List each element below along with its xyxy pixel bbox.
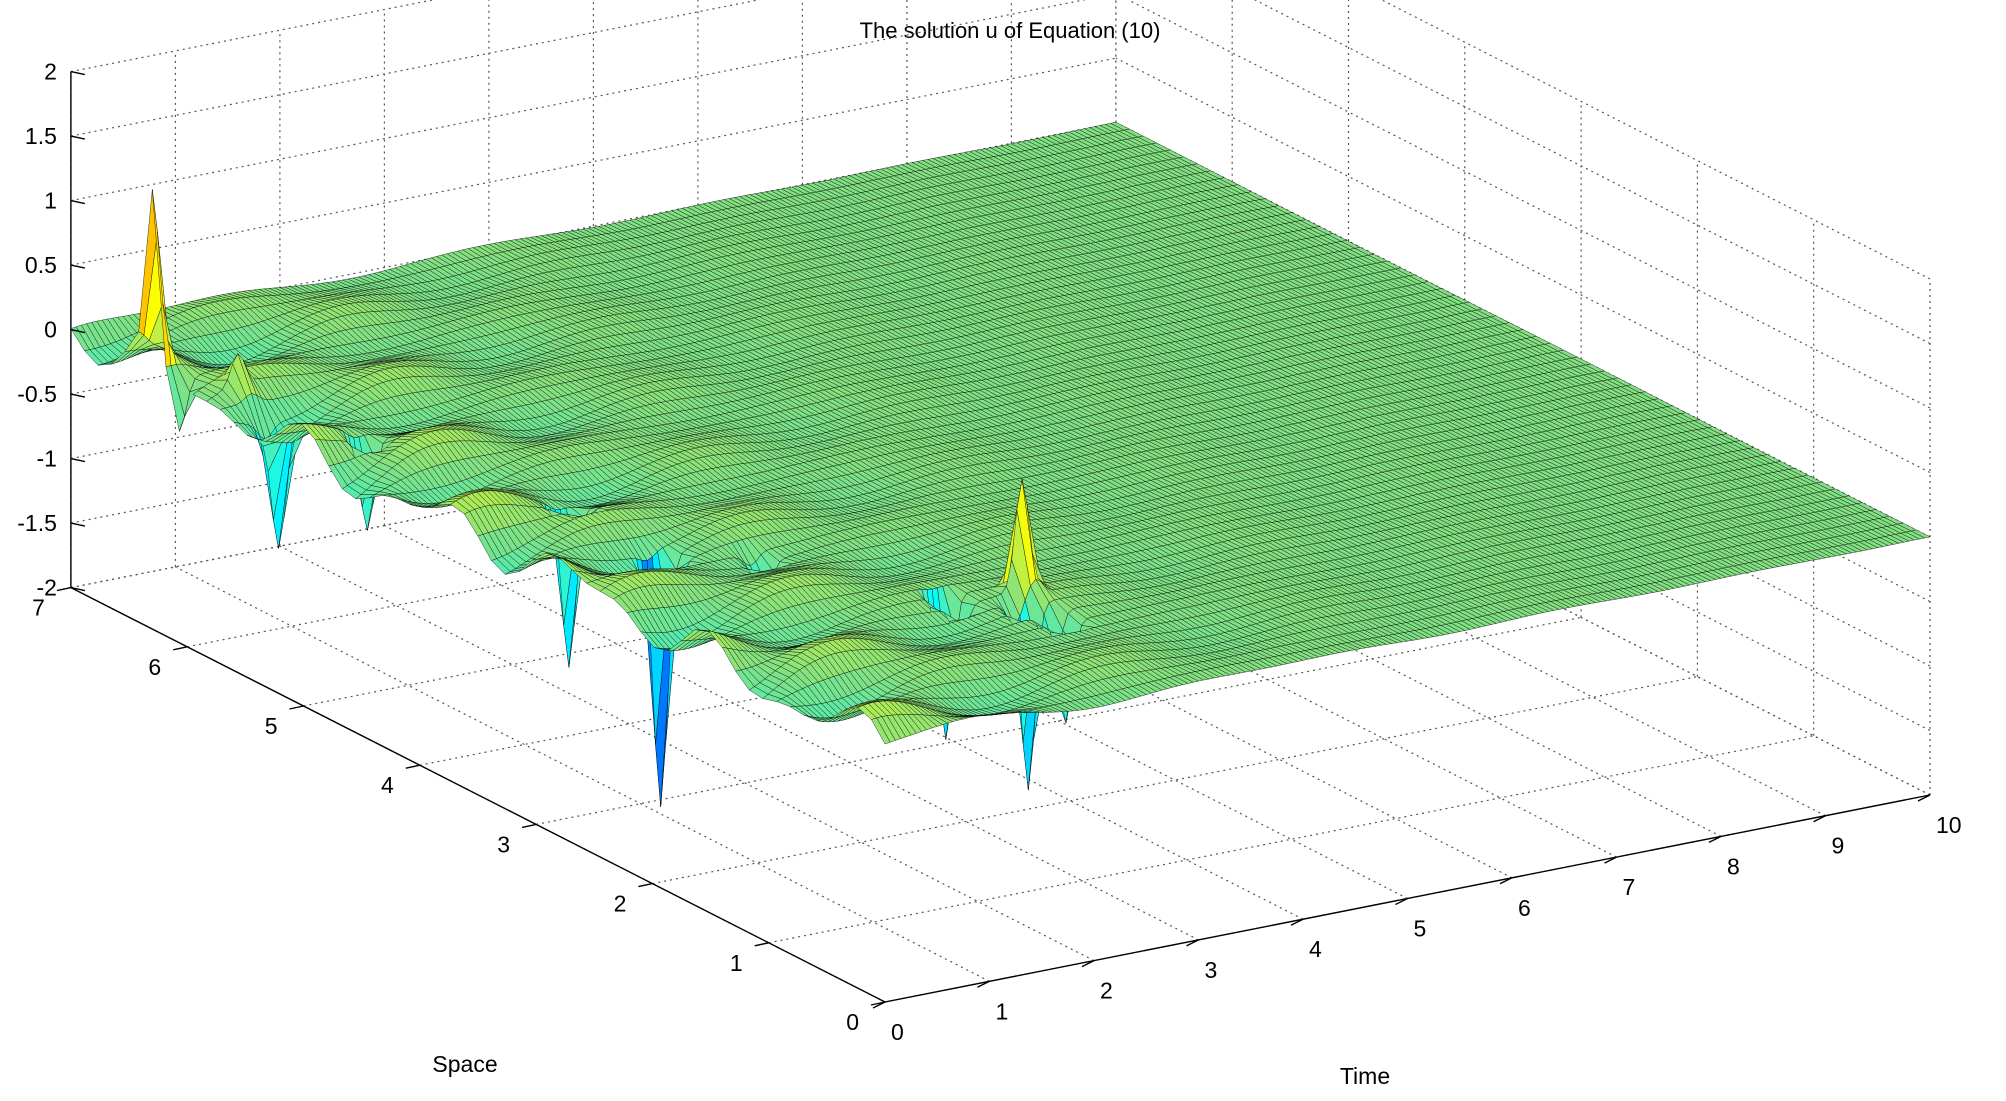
side-wall-grid-line: [1115, 57, 1931, 474]
surface-mesh: [70, 121, 1931, 807]
floor-grid-line: [175, 566, 990, 982]
chart-title: The solution u of Equation (10): [860, 18, 1161, 43]
floor-grid-line: [768, 735, 1814, 944]
side-wall-grid-line: [1253, 0, 1931, 345]
side-wall-grid-line: [1380, 0, 1931, 280]
floor-grid-line: [279, 545, 1095, 962]
side-wall-grid-line: [1127, 0, 1931, 409]
floor-grid-line: [384, 524, 1199, 941]
y-axis-line: [70, 586, 886, 1003]
